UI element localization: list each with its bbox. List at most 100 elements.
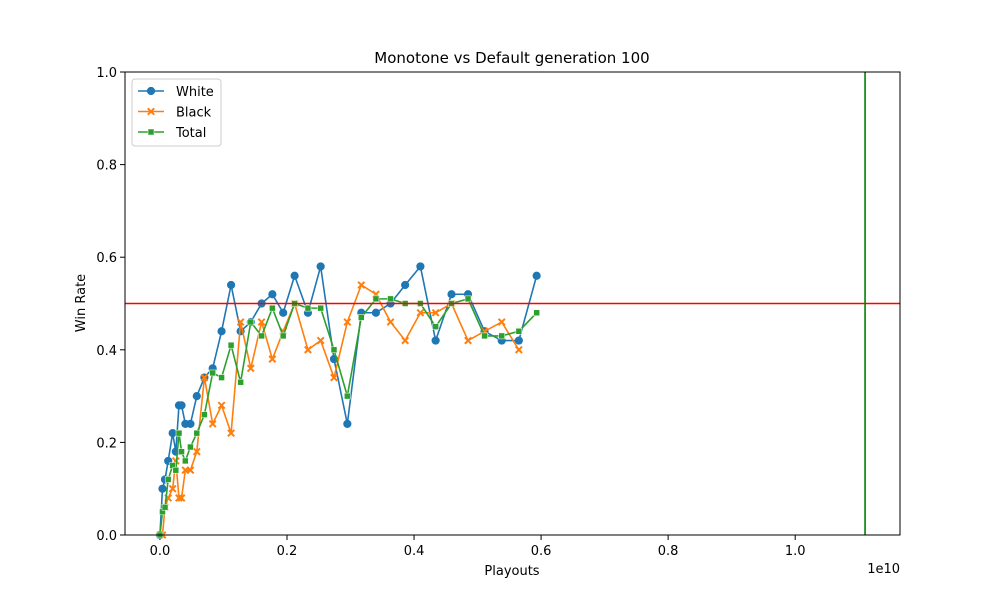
data-point-total (237, 378, 244, 386)
data-point-black-stroke (186, 466, 195, 475)
data-point-black-stroke (497, 318, 506, 326)
legend-item-black: Black (138, 106, 212, 121)
chart-title: Monotone vs Default generation 100 (374, 49, 649, 67)
data-point-white (168, 429, 177, 438)
data-point-black (497, 318, 506, 326)
data-point-black-stroke (257, 318, 266, 326)
data-point-white (192, 392, 201, 401)
data-point-black-stroke (514, 345, 523, 354)
data-point-white (268, 290, 277, 299)
data-point-white (226, 280, 236, 290)
data-point-black-stroke (227, 429, 235, 438)
data-point-black (386, 318, 395, 326)
data-point-white (416, 262, 425, 271)
data-point-white (431, 336, 440, 345)
data-point-black-stroke (304, 345, 312, 354)
data-point-black-stroke (343, 318, 352, 326)
data-point-black-stroke (357, 281, 366, 289)
data-point-white (279, 308, 288, 317)
data-point-black (416, 308, 425, 317)
data-point-white (447, 290, 456, 299)
data-point-total (317, 304, 324, 312)
data-point-black (227, 429, 235, 438)
data-point-black (268, 355, 277, 363)
data-point-white (532, 271, 541, 280)
data-point-total (330, 346, 338, 354)
data-point-black-stroke (192, 447, 201, 456)
data-point-black-stroke (200, 373, 209, 382)
data-point-total (515, 328, 523, 335)
data-point-total (172, 466, 180, 474)
data-point-black (200, 373, 209, 382)
data-point-black-stroke (464, 336, 472, 345)
data-point-black-stroke (416, 308, 425, 317)
data-point-black (208, 419, 217, 428)
y-axis-label: Win Rate (74, 274, 89, 332)
data-point-black-stroke (175, 494, 183, 502)
data-point-black (246, 364, 255, 373)
data-point-black (192, 447, 201, 456)
data-point-white (371, 308, 381, 317)
legend-marker-black-stroke (147, 107, 155, 116)
data-point-black (304, 345, 312, 354)
data-point-total (269, 304, 276, 312)
series-line-black (159, 284, 520, 536)
data-point-black (431, 308, 440, 317)
data-point-black (177, 494, 186, 502)
data-point-black-stroke (236, 318, 245, 326)
data-point-total (372, 295, 380, 303)
legend-item-white: White (138, 85, 214, 100)
data-point-black (175, 494, 183, 502)
data-point-white (158, 484, 167, 493)
legend-label-white: White (176, 85, 214, 100)
y-tick-label: 0.2 (96, 436, 117, 451)
legend-marker-white (146, 86, 156, 96)
x-tick-label: 0.8 (658, 544, 679, 559)
data-point-black (514, 345, 523, 354)
x-axis-offset-label: 1e10 (867, 562, 900, 577)
legend-item-total: Total (138, 126, 206, 141)
data-point-total (178, 448, 185, 455)
data-point-total (258, 332, 265, 340)
data-point-total (358, 314, 365, 321)
data-point-total (432, 323, 439, 330)
data-point-total (533, 309, 540, 317)
data-point-white (177, 401, 186, 410)
data-point-black-stroke (431, 308, 440, 317)
data-point-total (209, 369, 216, 377)
plot-frame (124, 71, 901, 536)
legend-marker-total (147, 128, 155, 136)
data-point-total (304, 304, 312, 312)
data-point-black-stroke (217, 401, 226, 410)
data-point-black (236, 318, 245, 326)
data-point-total (201, 411, 208, 418)
x-tick-label: 0.4 (404, 544, 425, 559)
data-point-black-stroke (246, 364, 255, 373)
data-point-total (481, 332, 488, 340)
data-point-white (316, 262, 325, 271)
data-point-black (330, 373, 338, 382)
x-axis-label: Playouts (484, 564, 539, 579)
axis-ticks: 0.0 0.2 0.4 0.6 0.8 1.0 0.0 0.2 0.4 0.6 0.8 1.0 (96, 66, 805, 559)
y-tick-label: 0.8 (96, 159, 117, 174)
data-point-black (217, 401, 226, 410)
data-point-black (357, 281, 366, 289)
data-point-white (514, 336, 523, 345)
data-point-total (464, 295, 472, 303)
y-tick-label: 0.0 (96, 529, 117, 544)
data-point-total (164, 476, 172, 483)
data-point-black (343, 318, 352, 326)
data-point-total (218, 374, 225, 381)
data-point-black-stroke (316, 336, 325, 345)
data-point-total (182, 457, 189, 465)
x-tick-label: 0.2 (277, 544, 298, 559)
x-tick-label: 1.0 (785, 544, 806, 559)
x-tick-label: 0.6 (531, 544, 552, 559)
legend: White Black Total (131, 78, 222, 147)
data-point-black-stroke (330, 373, 338, 382)
data-point-black (316, 336, 325, 345)
data-point-total (175, 429, 183, 437)
data-point-black (401, 336, 410, 345)
legend-label-total: Total (175, 126, 206, 141)
